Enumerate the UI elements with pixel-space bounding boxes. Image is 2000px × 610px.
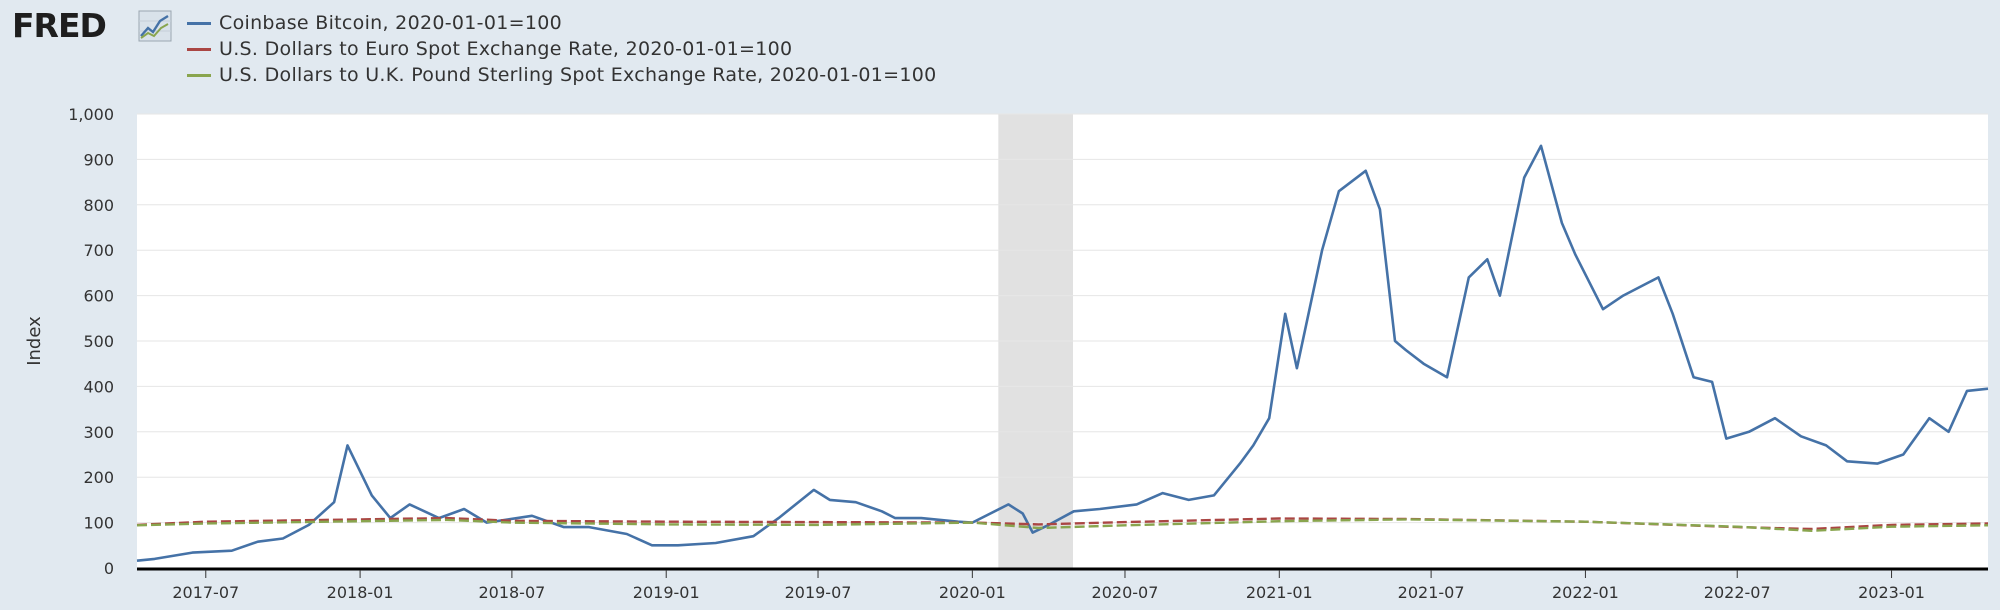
x-tick-label: 2021-01: [1246, 583, 1313, 602]
x-tick-label: 2021-07: [1398, 583, 1465, 602]
chart-legend: Coinbase Bitcoin, 2020-01-01=100 U.S. Dol…: [187, 10, 937, 88]
x-tick-label: 2020-07: [1092, 583, 1159, 602]
legend-swatch: [187, 21, 211, 25]
y-tick-label: 400: [83, 377, 114, 396]
x-tick-label: 2020-01: [939, 583, 1006, 602]
x-tick-label: 2019-01: [633, 583, 700, 602]
x-tick-label: 2023-01: [1858, 583, 1925, 602]
legend-item[interactable]: Coinbase Bitcoin, 2020-01-01=100: [187, 10, 937, 36]
y-tick-label: 700: [83, 241, 114, 260]
y-tick-label: 600: [83, 287, 114, 306]
x-tick-label: 2022-01: [1552, 583, 1619, 602]
fred-chart-icon: [138, 10, 172, 42]
y-tick-label: 500: [83, 332, 114, 351]
x-tick-label: 2018-01: [327, 583, 394, 602]
legend-item[interactable]: U.S. Dollars to Euro Spot Exchange Rate,…: [187, 36, 937, 62]
y-tick-label: 200: [83, 468, 114, 487]
x-tick-label: 2018-07: [478, 583, 545, 602]
legend-label: U.S. Dollars to Euro Spot Exchange Rate,…: [219, 38, 793, 60]
y-tick-label: 0: [104, 559, 114, 578]
x-tick-label: 2022-07: [1704, 583, 1771, 602]
y-tick-label: 100: [83, 514, 114, 533]
y-tick-label: 900: [83, 150, 114, 169]
legend-item[interactable]: U.S. Dollars to U.K. Pound Sterling Spot…: [187, 62, 937, 88]
fred-logo[interactable]: FRED: [12, 6, 177, 46]
legend-label: Coinbase Bitcoin, 2020-01-01=100: [219, 12, 562, 34]
y-tick-label: 300: [83, 423, 114, 442]
legend-label: U.S. Dollars to U.K. Pound Sterling Spot…: [219, 64, 937, 86]
y-axis-title: Index: [24, 316, 45, 366]
series-line-1: [136, 144, 1989, 562]
legend-swatch: [187, 73, 211, 77]
x-tick-label: 2017-07: [172, 583, 239, 602]
y-tick-label: 800: [83, 196, 114, 215]
fred-logo-text: FRED: [12, 6, 107, 45]
x-tick-label: 2019-07: [785, 583, 852, 602]
series-line-3: [136, 518, 1989, 532]
y-tick-label: 1,000: [68, 105, 114, 124]
legend-swatch: [187, 47, 211, 51]
